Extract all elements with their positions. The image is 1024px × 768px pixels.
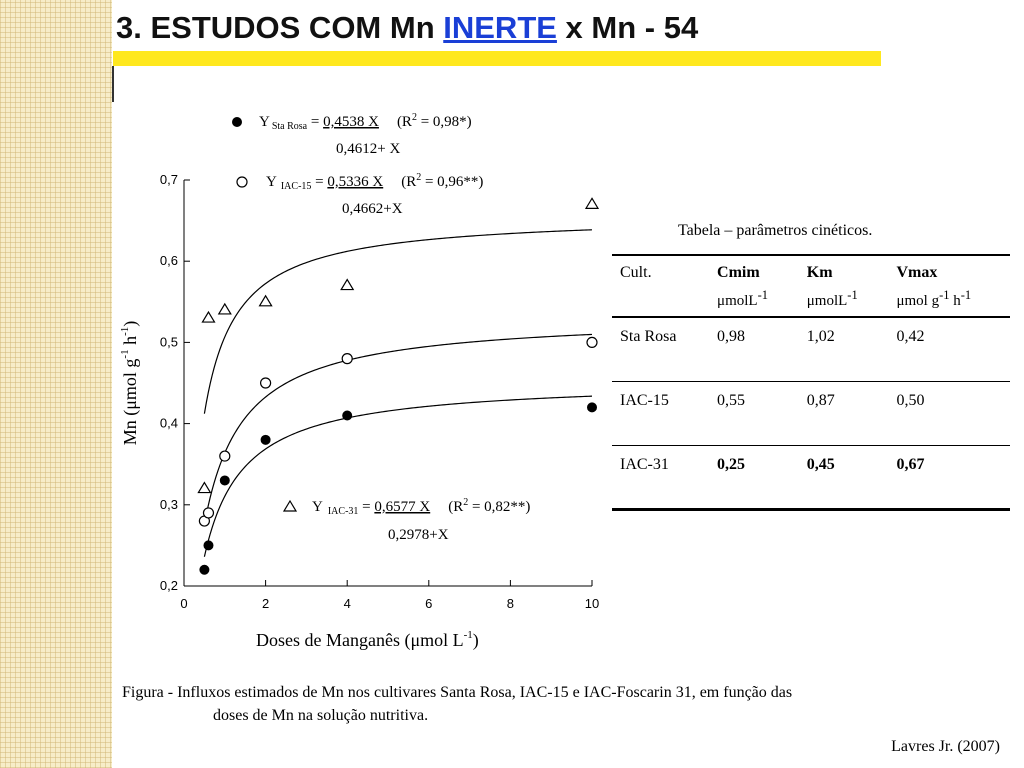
table-row: Sta Rosa 0,98 1,02 0,42	[612, 317, 1010, 382]
cell-km: 0,45	[806, 455, 835, 473]
figure-caption-line2: doses de Mn na solução nutritiva.	[213, 707, 429, 724]
legend-iac-15: Y IAC-15 = 0,5336 X (R2 = 0,96**) 0,4662+X	[236, 172, 483, 217]
x-tick-label: 0	[180, 596, 187, 611]
kinetic-parameters-table: Cult. Cmim μmolL-1 Km μmolL-1 Vmax μmol g-1…	[612, 254, 1010, 511]
header-vmax: Vmax μmol g-1 h-1	[888, 255, 1010, 318]
table-caption: Tabela – parâmetros cinéticos.	[678, 222, 873, 239]
legend-marker-open-triangle	[282, 499, 298, 512]
cell-cultivar: IAC-31	[620, 455, 669, 473]
y-tick-label: 0,3	[160, 497, 178, 512]
x-axis-label: Doses de Manganês (μmol L-1)	[256, 629, 479, 651]
legend-sta-rosa: Y Sta Rosa = 0,4538 X (R2 = 0,98*) 0,4612+…	[232, 112, 472, 157]
data-point	[219, 450, 231, 462]
cell-km: 0,87	[798, 381, 889, 446]
equation-iac-31-denominator: 0,2978+X	[388, 527, 449, 543]
header-km: Km μmolL-1	[798, 255, 889, 318]
equation-iac-15-denominator: 0,4662+X	[342, 201, 403, 217]
cell-vmax: 0,42	[888, 317, 1010, 382]
data-point	[342, 410, 353, 421]
title-underline-bar	[113, 51, 881, 66]
x-tick-label: 6	[425, 596, 432, 611]
x-tick-label: 8	[507, 596, 514, 611]
data-point	[219, 475, 230, 486]
title-accent: INERTE	[443, 10, 557, 45]
table-header-row: Cult. Cmim μmolL-1 Km μmolL-1 Vmax μmol g-1…	[612, 255, 1010, 318]
data-point	[199, 564, 210, 575]
y-axis-label: Mn (μmol g-1 h-1)	[119, 321, 141, 446]
equation-sta-rosa: Y Sta Rosa = 0,4538 X (R2 = 0,98*)	[259, 112, 472, 132]
header-cultivar: Cult.	[612, 255, 710, 318]
data-point	[587, 402, 597, 413]
y-tick-label: 0,2	[160, 578, 178, 593]
vertical-rule	[112, 66, 114, 102]
y-tick-label: 0,6	[160, 253, 178, 268]
data-point	[197, 481, 212, 494]
figure-caption: Figura - Influxos estimados de Mn nos cu…	[122, 681, 972, 727]
data-points	[197, 197, 600, 575]
fit-curve	[203, 333, 593, 525]
x-tick-label: 10	[585, 596, 599, 611]
data-point	[341, 353, 353, 365]
fit-curves	[203, 229, 593, 557]
fit-curve	[203, 395, 593, 557]
title-prefix: 3. ESTUDOS COM Mn	[116, 10, 444, 45]
table-row: IAC-15 0,55 0,87 0,50	[612, 381, 1010, 446]
header-cmim: Cmim μmolL-1	[709, 255, 799, 318]
legend-marker-filled-circle	[232, 117, 242, 127]
data-point	[260, 377, 272, 389]
data-point	[584, 197, 600, 209]
cell-cmim: 0,55	[709, 381, 799, 446]
data-point	[258, 294, 273, 307]
x-tick-label: 4	[344, 596, 351, 611]
data-point	[202, 507, 215, 519]
legend-marker-open-circle	[236, 176, 248, 188]
equation-sta-rosa-denominator: 0,4612+ X	[336, 141, 400, 157]
chart-axes	[183, 180, 593, 587]
y-tick-label: 0,4	[160, 416, 178, 431]
data-point	[340, 278, 355, 291]
data-point	[203, 540, 214, 551]
data-point	[217, 302, 232, 315]
slide-title: 3. ESTUDOS COM Mn INERTE x Mn - 54	[116, 10, 698, 46]
data-point	[260, 434, 271, 445]
data-point	[201, 310, 216, 323]
x-tick-label: 2	[262, 596, 269, 611]
chart-ticks: 0 2 4 6 8 10 0,2 0,3 0,4 0,5 0,6 0,7	[160, 172, 599, 611]
cell-cultivar: IAC-15	[612, 381, 710, 446]
fit-curve	[203, 229, 593, 414]
cell-vmax: 0,67	[896, 455, 925, 473]
table-row: IAC-31 0,25 0,45 0,67	[612, 445, 1010, 509]
equation-iac-31: Y IAC-31 = 0,6577 X (R2 = 0,82**)	[312, 497, 530, 517]
y-tick-label: 0,5	[160, 334, 178, 349]
cell-cultivar: Sta Rosa	[612, 317, 710, 382]
title-suffix: x Mn - 54	[556, 10, 699, 45]
source-credit: Lavres Jr. (2007)	[891, 738, 1000, 755]
decorative-left-strip	[0, 0, 112, 768]
cell-vmax: 0,50	[888, 381, 1010, 446]
equation-iac-15: Y IAC-15 = 0,5336 X (R2 = 0,96**)	[266, 172, 483, 192]
cell-cmim: 0,98	[709, 317, 799, 382]
data-point	[586, 336, 598, 348]
scatter-chart: 0 2 4 6 8 10 0,2 0,3 0,4 0,5 0,6 0,7 Mn (μmol g-1 h…	[119, 112, 600, 651]
cell-cmim: 0,25	[717, 455, 746, 473]
y-tick-label: 0,7	[160, 172, 178, 187]
figure-caption-line1: Figura - Influxos estimados de Mn nos cu…	[122, 684, 793, 701]
legend-iac-31: Y IAC-31 = 0,6577 X (R2 = 0,82**) 0,2978+X	[282, 497, 530, 543]
cell-km: 1,02	[798, 317, 889, 382]
